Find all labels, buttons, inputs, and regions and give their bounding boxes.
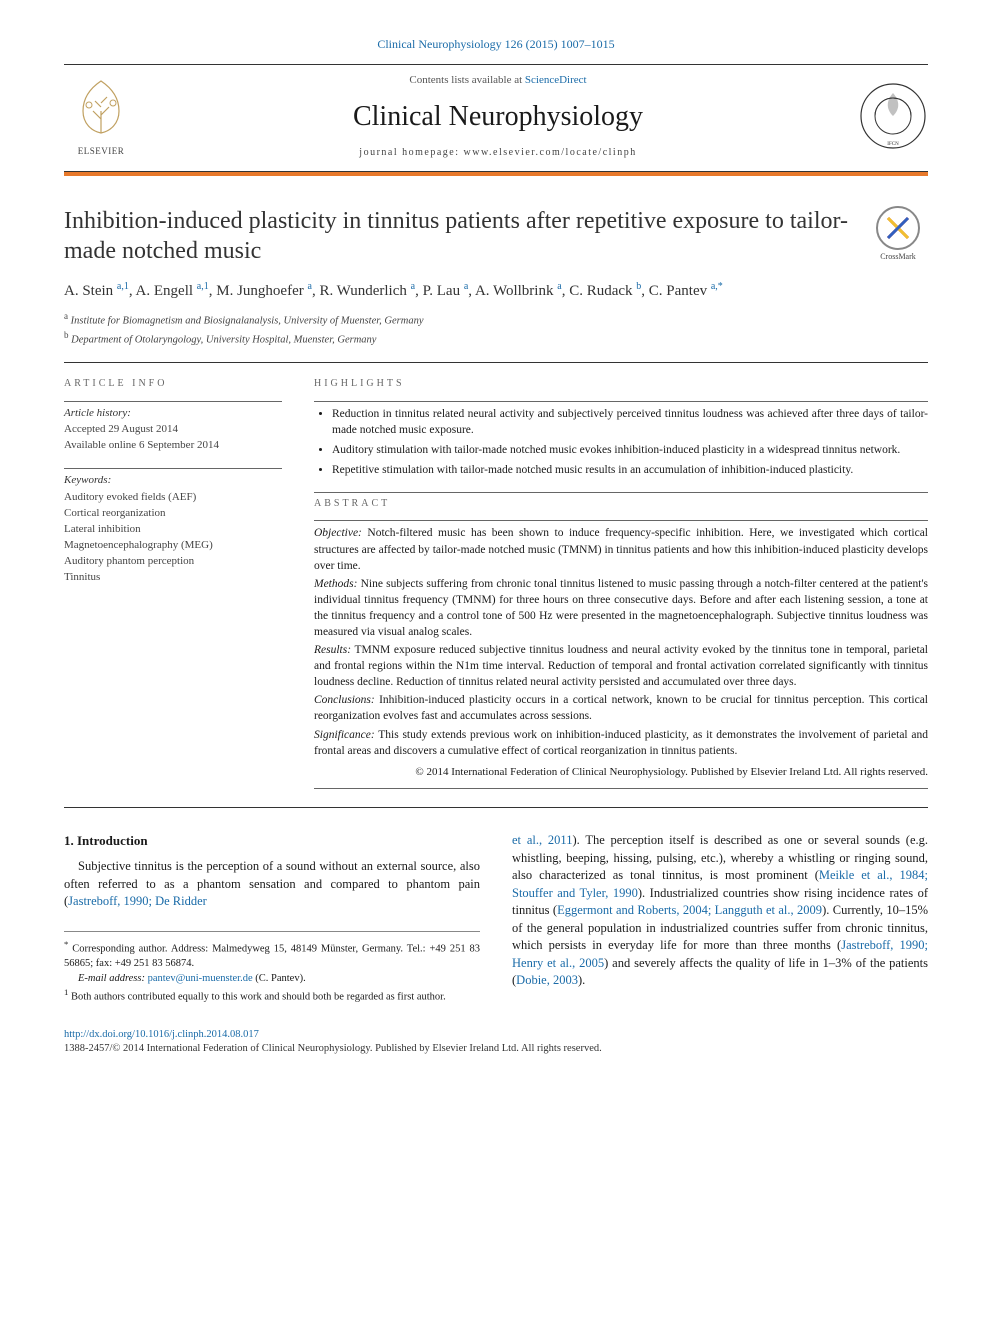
contents-available: Contents lists available at ScienceDirec… <box>154 73 842 88</box>
divider <box>314 788 928 789</box>
article-title: Inhibition-induced plasticity in tinnitu… <box>64 206 848 266</box>
citation-link[interactable]: Dobie, 2003 <box>516 973 578 987</box>
divider <box>64 401 282 402</box>
citation-link[interactable]: Jastreboff, 1990; De Ridder <box>68 894 207 908</box>
keywords-label: Keywords: <box>64 473 282 488</box>
accent-bar <box>64 172 928 176</box>
citation-link[interactable]: Eggermont and Roberts, 2004; Langguth et… <box>557 903 822 917</box>
elsevier-logo-block: ELSEVIER <box>64 75 138 158</box>
abstract-section: Objective: Notch-filtered music has been… <box>314 525 928 573</box>
article-info-label: ARTICLE INFO <box>64 377 282 391</box>
intro-heading: 1. Introduction <box>64 832 480 850</box>
doi-link[interactable]: http://dx.doi.org/10.1016/j.clinph.2014.… <box>64 1029 259 1040</box>
abstract-column: HIGHLIGHTS Reduction in tinnitus related… <box>314 377 928 793</box>
journal-name: Clinical Neurophysiology <box>154 98 842 136</box>
ifcn-logo-icon: IFCN <box>858 81 928 151</box>
divider <box>314 520 928 521</box>
abstract-body: Objective: Notch-filtered music has been… <box>314 525 928 758</box>
highlights-label: HIGHLIGHTS <box>314 377 928 391</box>
email-line: E-mail address: pantev@uni-muenster.de (… <box>64 972 480 987</box>
article-info-column: ARTICLE INFO Article history: Accepted 2… <box>64 377 282 793</box>
citation-line: Clinical Neurophysiology 126 (2015) 1007… <box>64 36 928 52</box>
divider <box>64 362 928 363</box>
svg-text:IFCN: IFCN <box>887 142 899 147</box>
journal-homepage: journal homepage: www.elsevier.com/locat… <box>154 146 842 160</box>
keyword: Cortical reorganization <box>64 506 282 522</box>
crossmark-icon <box>884 214 912 242</box>
intro-right-column: et al., 2011). The perception itself is … <box>512 832 928 1005</box>
affiliation-line: a Institute for Biomagnetism and Biosign… <box>64 310 928 329</box>
intro-left-column: 1. Introduction Subjective tinnitus is t… <box>64 832 480 1005</box>
sciencedirect-link[interactable]: ScienceDirect <box>525 74 587 86</box>
highlights-list: Reduction in tinnitus related neural act… <box>314 406 928 478</box>
keyword: Auditory phantom perception <box>64 554 282 570</box>
keyword: Auditory evoked fields (AEF) <box>64 490 282 506</box>
footnotes: * Corresponding author. Address: Malmedy… <box>64 931 480 1006</box>
crossmark-label: CrossMark <box>868 252 928 263</box>
history-label: Article history: <box>64 406 282 421</box>
intro-columns: 1. Introduction Subjective tinnitus is t… <box>64 832 928 1005</box>
equal-contribution-note: 1 Both authors contributed equally to th… <box>64 986 480 1005</box>
intro-paragraph: Subjective tinnitus is the perception of… <box>64 858 480 911</box>
keyword: Lateral inhibition <box>64 522 282 538</box>
keyword: Tinnitus <box>64 570 282 586</box>
copyright-line: © 2014 International Federation of Clini… <box>314 765 928 780</box>
affiliations: a Institute for Biomagnetism and Biosign… <box>64 310 928 349</box>
abstract-label: ABSTRACT <box>314 497 928 511</box>
corresponding-author-note: * Corresponding author. Address: Malmedy… <box>64 938 480 972</box>
intro-paragraph-cont: et al., 2011). The perception itself is … <box>512 832 928 990</box>
abstract-section: Conclusions: Inhibition-induced plastici… <box>314 692 928 724</box>
divider <box>314 401 928 402</box>
highlight-item: Repetitive stimulation with tailor-made … <box>332 462 928 478</box>
abstract-section: Methods: Nine subjects suffering from ch… <box>314 576 928 640</box>
keyword: Magnetoencephalography (MEG) <box>64 538 282 554</box>
email-link[interactable]: pantev@uni-muenster.de <box>148 973 253 984</box>
divider <box>64 468 282 469</box>
abstract-section: Significance: This study extends previou… <box>314 727 928 759</box>
citation-link[interactable]: et al., 2011 <box>512 833 572 847</box>
journal-cover-logo: IFCN <box>858 81 928 151</box>
highlight-item: Auditory stimulation with tailor-made no… <box>332 442 928 458</box>
issn-copyright: 1388-2457/© 2014 International Federatio… <box>64 1042 602 1057</box>
history-accepted: Accepted 29 August 2014 <box>64 422 282 438</box>
elsevier-tree-icon <box>69 75 133 139</box>
author-list: A. Stein a,1, A. Engell a,1, M. Junghoef… <box>64 280 928 301</box>
crossmark-badge[interactable]: CrossMark <box>868 206 928 266</box>
affiliation-line: b Department of Otolaryngology, Universi… <box>64 329 928 348</box>
divider <box>64 807 928 808</box>
elsevier-label: ELSEVIER <box>64 145 138 157</box>
highlight-item: Reduction in tinnitus related neural act… <box>332 406 928 438</box>
history-online: Available online 6 September 2014 <box>64 438 282 454</box>
divider <box>314 492 928 493</box>
abstract-section: Results: TMNM exposure reduced subjectiv… <box>314 642 928 690</box>
journal-header: ELSEVIER Contents lists available at Sci… <box>64 64 928 172</box>
doi-footer: http://dx.doi.org/10.1016/j.clinph.2014.… <box>64 1028 928 1057</box>
